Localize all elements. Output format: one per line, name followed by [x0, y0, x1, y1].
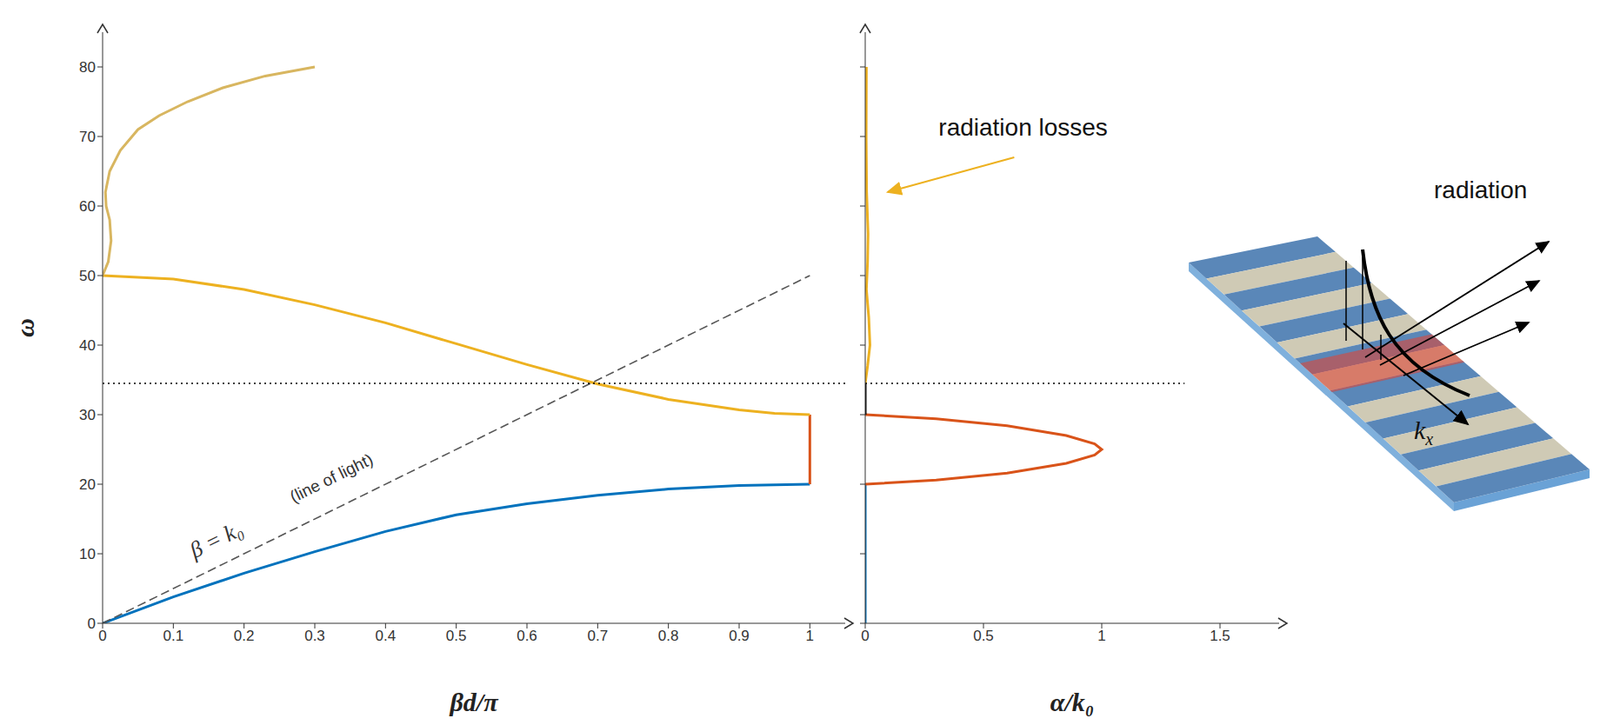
svg-text:ω: ω	[10, 318, 40, 338]
svg-text:1: 1	[1097, 627, 1106, 645]
svg-text:0: 0	[860, 627, 869, 645]
svg-text:30: 30	[79, 406, 96, 424]
svg-text:0: 0	[98, 627, 107, 645]
svg-text:1.5: 1.5	[1209, 627, 1231, 645]
svg-text:radiation: radiation	[1433, 176, 1527, 204]
svg-text:80: 80	[79, 59, 96, 76]
svg-text:10: 10	[79, 546, 96, 563]
svg-text:50: 50	[79, 267, 96, 285]
svg-text:70: 70	[79, 128, 96, 146]
svg-text:βd/π: βd/π	[448, 687, 499, 717]
svg-text:kx: kx	[1413, 415, 1434, 449]
svg-text:0.1: 0.1	[163, 627, 185, 645]
svg-text:0: 0	[87, 615, 96, 633]
svg-text:0.5: 0.5	[973, 627, 994, 645]
svg-text:β = k₀: β = k₀	[185, 516, 247, 565]
svg-text:0.8: 0.8	[658, 627, 680, 645]
svg-text:α/k₀: α/k₀	[1050, 687, 1094, 717]
svg-text:(line of light): (line of light)	[286, 450, 376, 507]
svg-text:60: 60	[79, 198, 96, 215]
svg-text:20: 20	[79, 476, 96, 494]
svg-text:0.5: 0.5	[446, 627, 467, 645]
svg-text:0.7: 0.7	[587, 627, 609, 645]
svg-text:40: 40	[79, 337, 96, 354]
svg-text:0.3: 0.3	[304, 627, 326, 645]
svg-text:0.6: 0.6	[516, 627, 538, 645]
svg-text:radiation losses: radiation losses	[938, 113, 1108, 141]
svg-text:0.2: 0.2	[233, 627, 255, 645]
svg-text:1: 1	[806, 627, 814, 645]
svg-text:0.9: 0.9	[728, 627, 750, 645]
svg-text:0.4: 0.4	[375, 627, 397, 645]
